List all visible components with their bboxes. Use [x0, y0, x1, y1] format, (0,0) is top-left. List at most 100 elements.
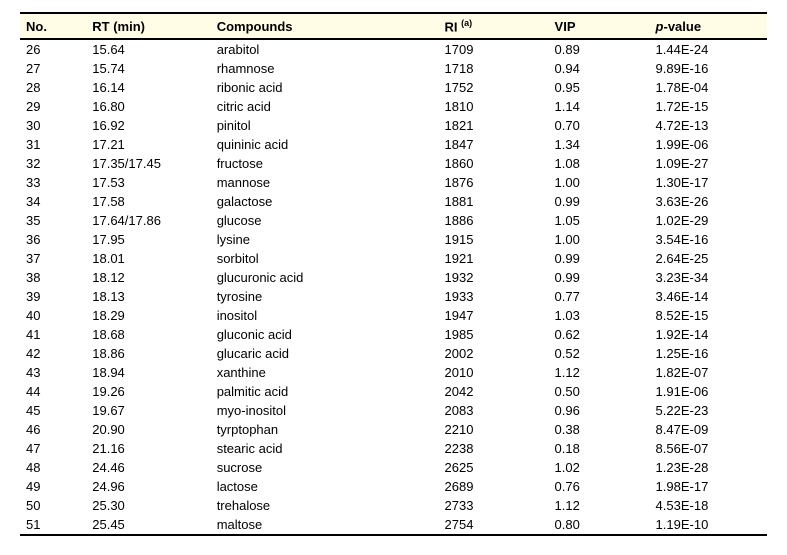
cell-rt: 16.92 [86, 116, 210, 135]
cell-rt: 18.94 [86, 363, 210, 382]
cell-p: 1.91E-06 [650, 382, 767, 401]
cell-rt: 24.96 [86, 477, 210, 496]
cell-ri: 2754 [439, 515, 549, 535]
cell-comp: sucrose [211, 458, 439, 477]
cell-comp: inositol [211, 306, 439, 325]
cell-vip: 1.03 [549, 306, 650, 325]
table-row: 3517.64/17.86glucose18861.051.02E-29 [20, 211, 767, 230]
cell-ri: 2042 [439, 382, 549, 401]
cell-p: 9.89E-16 [650, 59, 767, 78]
table-row: 2816.14ribonic acid17520.951.78E-04 [20, 78, 767, 97]
cell-vip: 0.18 [549, 439, 650, 458]
table-row: 4419.26palmitic acid20420.501.91E-06 [20, 382, 767, 401]
cell-p: 1.78E-04 [650, 78, 767, 97]
cell-comp: trehalose [211, 496, 439, 515]
cell-no: 35 [20, 211, 86, 230]
cell-rt: 18.86 [86, 344, 210, 363]
cell-rt: 17.35/17.45 [86, 154, 210, 173]
cell-vip: 0.99 [549, 249, 650, 268]
cell-rt: 16.80 [86, 97, 210, 116]
table-row: 3617.95lysine19151.003.54E-16 [20, 230, 767, 249]
cell-p: 1.09E-27 [650, 154, 767, 173]
cell-p: 5.22E-23 [650, 401, 767, 420]
cell-comp: gluconic acid [211, 325, 439, 344]
cell-p: 4.72E-13 [650, 116, 767, 135]
table-row: 3317.53mannose18761.001.30E-17 [20, 173, 767, 192]
table-row: 3117.21quininic acid18471.341.99E-06 [20, 135, 767, 154]
cell-ri: 2689 [439, 477, 549, 496]
cell-ri: 2002 [439, 344, 549, 363]
cell-ri: 1860 [439, 154, 549, 173]
cell-comp: sorbitol [211, 249, 439, 268]
table-row: 5025.30trehalose27331.124.53E-18 [20, 496, 767, 515]
cell-comp: fructose [211, 154, 439, 173]
cell-ri: 2210 [439, 420, 549, 439]
cell-ri: 1821 [439, 116, 549, 135]
cell-ri: 2010 [439, 363, 549, 382]
cell-no: 46 [20, 420, 86, 439]
cell-comp: tyrosine [211, 287, 439, 306]
cell-comp: glucose [211, 211, 439, 230]
table-row: 3417.58galactose18810.993.63E-26 [20, 192, 767, 211]
cell-comp: pinitol [211, 116, 439, 135]
cell-rt: 19.26 [86, 382, 210, 401]
cell-no: 28 [20, 78, 86, 97]
cell-vip: 1.00 [549, 173, 650, 192]
cell-no: 50 [20, 496, 86, 515]
cell-p: 8.52E-15 [650, 306, 767, 325]
cell-ri: 1947 [439, 306, 549, 325]
cell-comp: stearic acid [211, 439, 439, 458]
header-p-prefix: p [656, 19, 664, 34]
cell-comp: tyrptophan [211, 420, 439, 439]
cell-ri: 1709 [439, 39, 549, 59]
header-ri-text: RI [445, 19, 458, 34]
cell-no: 44 [20, 382, 86, 401]
table-row: 3818.12glucuronic acid19320.993.23E-34 [20, 268, 767, 287]
cell-comp: galactose [211, 192, 439, 211]
cell-comp: xanthine [211, 363, 439, 382]
cell-ri: 1752 [439, 78, 549, 97]
cell-comp: lactose [211, 477, 439, 496]
cell-comp: ribonic acid [211, 78, 439, 97]
cell-vip: 1.12 [549, 496, 650, 515]
cell-ri: 1886 [439, 211, 549, 230]
cell-no: 49 [20, 477, 86, 496]
cell-p: 3.46E-14 [650, 287, 767, 306]
table-row: 3016.92pinitol18210.704.72E-13 [20, 116, 767, 135]
cell-ri: 1921 [439, 249, 549, 268]
cell-vip: 0.94 [549, 59, 650, 78]
cell-ri: 1933 [439, 287, 549, 306]
table-row: 2916.80citric acid18101.141.72E-15 [20, 97, 767, 116]
cell-ri: 1915 [439, 230, 549, 249]
cell-rt: 15.64 [86, 39, 210, 59]
cell-p: 1.92E-14 [650, 325, 767, 344]
cell-vip: 1.14 [549, 97, 650, 116]
header-vip: VIP [549, 13, 650, 39]
cell-ri: 1876 [439, 173, 549, 192]
cell-rt: 18.13 [86, 287, 210, 306]
cell-no: 29 [20, 97, 86, 116]
cell-vip: 1.34 [549, 135, 650, 154]
cell-rt: 18.68 [86, 325, 210, 344]
cell-vip: 0.50 [549, 382, 650, 401]
cell-rt: 16.14 [86, 78, 210, 97]
cell-p: 1.99E-06 [650, 135, 767, 154]
header-p-suffix: -value [664, 19, 702, 34]
table-row: 2715.74rhamnose17180.949.89E-16 [20, 59, 767, 78]
cell-rt: 20.90 [86, 420, 210, 439]
cell-no: 42 [20, 344, 86, 363]
cell-vip: 0.99 [549, 268, 650, 287]
table-row: 4924.96lactose26890.761.98E-17 [20, 477, 767, 496]
cell-comp: citric acid [211, 97, 439, 116]
cell-vip: 0.70 [549, 116, 650, 135]
cell-rt: 17.53 [86, 173, 210, 192]
table-row: 3918.13tyrosine19330.773.46E-14 [20, 287, 767, 306]
cell-vip: 0.38 [549, 420, 650, 439]
cell-no: 48 [20, 458, 86, 477]
cell-no: 37 [20, 249, 86, 268]
header-no: No. [20, 13, 86, 39]
header-rt: RT (min) [86, 13, 210, 39]
cell-ri: 1932 [439, 268, 549, 287]
cell-no: 41 [20, 325, 86, 344]
cell-no: 27 [20, 59, 86, 78]
